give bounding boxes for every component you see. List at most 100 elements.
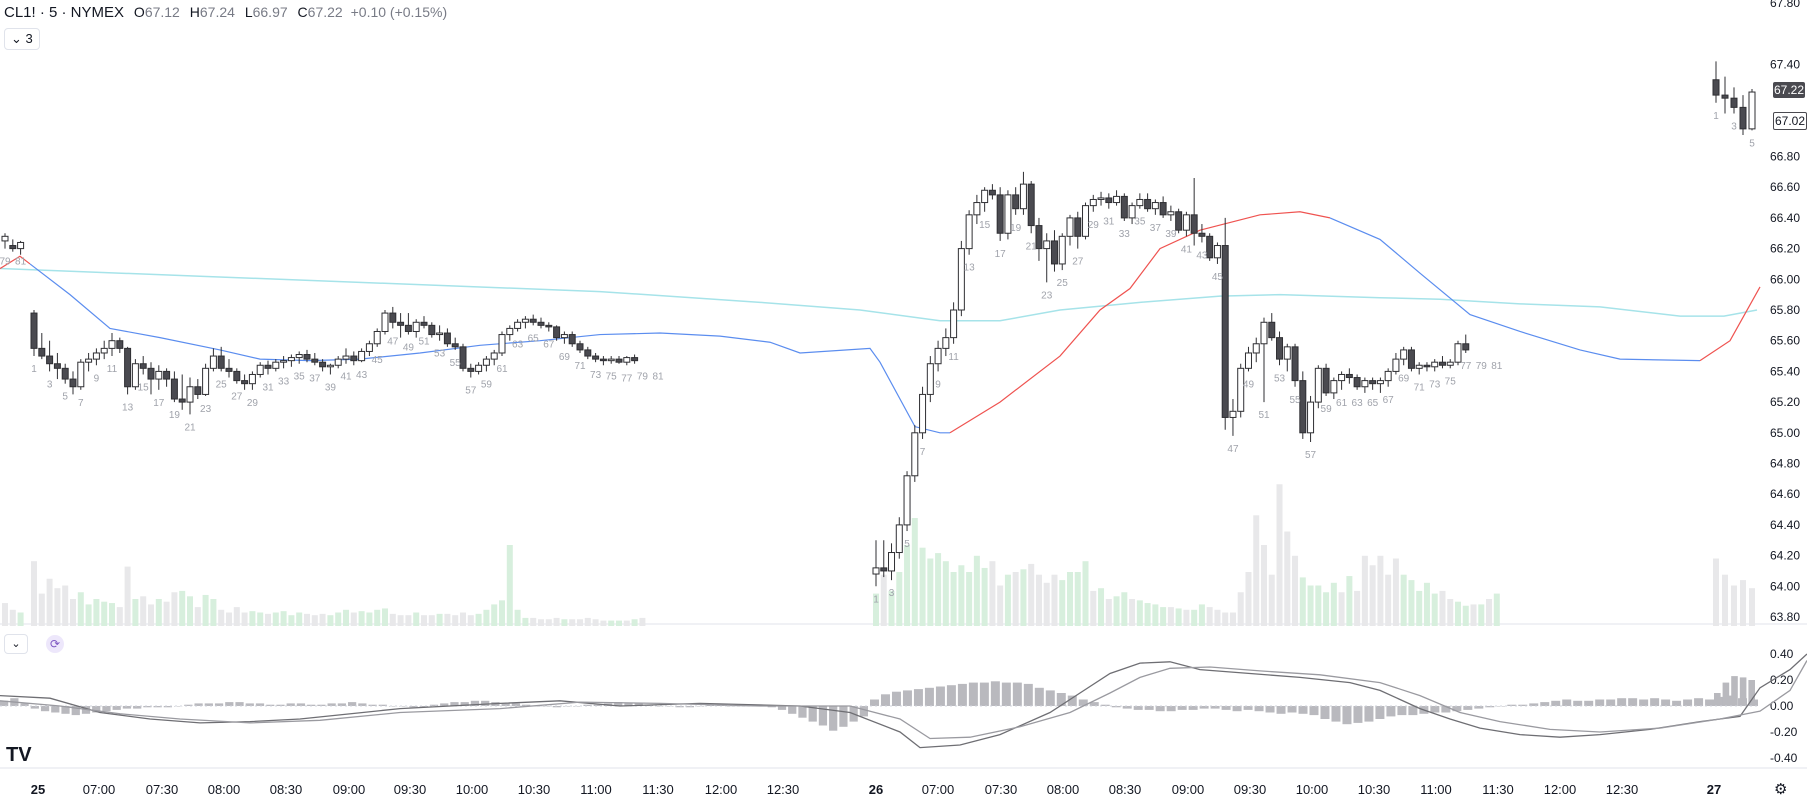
bar-count-label: 47 bbox=[1227, 444, 1239, 455]
symbol-title[interactable]: CL1! · 5 · NYMEX bbox=[4, 4, 125, 21]
volume-bar bbox=[1455, 601, 1461, 626]
volume-bar bbox=[374, 609, 381, 626]
ema-line bbox=[949, 211, 1331, 434]
change-value: +0.10 (+0.15%) bbox=[350, 4, 448, 20]
bar-count-label: 5 bbox=[904, 539, 910, 550]
time-tick-label: 08:00 bbox=[208, 782, 241, 797]
macd-histogram-bar bbox=[1452, 706, 1462, 712]
gear-icon[interactable]: ⚙ bbox=[1774, 781, 1788, 798]
bar-count-label: 41 bbox=[1181, 244, 1193, 255]
bar-count-label: 23 bbox=[1041, 290, 1053, 301]
volume-bar bbox=[1323, 592, 1330, 626]
bar-count-label: 29 bbox=[1088, 220, 1100, 231]
macd-histogram-bar bbox=[1089, 702, 1099, 706]
volume-bar bbox=[1292, 555, 1299, 626]
volume-bar bbox=[491, 604, 498, 626]
candle-body bbox=[1423, 364, 1431, 368]
macd-histogram-bar bbox=[1474, 706, 1484, 709]
macd-histogram-bar bbox=[511, 703, 520, 706]
bar-count-label: 5 bbox=[1749, 138, 1755, 149]
candle-body bbox=[69, 378, 77, 388]
time-tick-label: 12:30 bbox=[767, 782, 800, 797]
candle-body bbox=[311, 358, 319, 363]
bar-count-label: 25 bbox=[1057, 278, 1069, 289]
volume-bar bbox=[1439, 590, 1446, 626]
candle-body bbox=[1454, 343, 1462, 363]
macd-histogram-bar bbox=[924, 687, 934, 706]
time-tick-label: 08:30 bbox=[1109, 782, 1142, 797]
candle-body bbox=[1050, 240, 1058, 265]
macd-histogram-bar bbox=[184, 704, 193, 706]
macd-histogram-bar bbox=[1441, 706, 1451, 713]
macd-histogram-bar bbox=[61, 706, 70, 714]
macd-histogram-bar bbox=[1309, 706, 1319, 716]
candle-body bbox=[420, 321, 428, 326]
candle-body bbox=[272, 361, 280, 369]
macd-histogram-bar bbox=[501, 703, 510, 706]
bar-count-label: 47 bbox=[387, 336, 399, 347]
volume-bar bbox=[584, 617, 591, 626]
candle-body bbox=[1462, 343, 1470, 351]
candle-body bbox=[1144, 198, 1152, 210]
tradingview-logo[interactable]: TV bbox=[6, 744, 32, 766]
sync-icon[interactable]: ⟳ bbox=[46, 635, 64, 653]
price-tick-label: 65.80 bbox=[1770, 303, 1800, 317]
volume-bar bbox=[1713, 558, 1719, 626]
bar-count-label: 33 bbox=[1119, 229, 1131, 240]
candle-body bbox=[607, 358, 615, 362]
macd-collapse-button[interactable]: ⌄ bbox=[4, 634, 28, 654]
volume-bar bbox=[1051, 574, 1058, 626]
bar-count-label: 61 bbox=[496, 364, 508, 375]
candle-body bbox=[1213, 245, 1221, 259]
volume-bar bbox=[93, 599, 100, 626]
volume-bar bbox=[514, 609, 521, 626]
bar-count-label: 67 bbox=[1383, 395, 1395, 406]
macd-histogram-bar bbox=[337, 703, 346, 706]
candle-body bbox=[303, 354, 311, 360]
time-tick-label: 12:00 bbox=[705, 782, 738, 797]
candle-body bbox=[256, 364, 264, 375]
candle-body bbox=[1252, 343, 1260, 354]
price-tick-label: 65.40 bbox=[1770, 364, 1800, 378]
volume-bar bbox=[1346, 576, 1353, 626]
volume-bar bbox=[1361, 555, 1368, 626]
candle-body bbox=[412, 321, 420, 332]
volume-bar bbox=[311, 615, 318, 626]
macd-histogram-bar bbox=[1078, 699, 1088, 706]
volume-bar bbox=[218, 609, 225, 626]
macd-histogram-bar bbox=[1714, 693, 1721, 706]
candle-body bbox=[950, 309, 958, 339]
bar-count-label: 1 bbox=[1713, 111, 1719, 122]
candle-body bbox=[1407, 349, 1415, 369]
bar-count-label: 79 bbox=[637, 372, 649, 383]
macd-histogram-bar bbox=[665, 706, 674, 707]
candle-body bbox=[100, 347, 108, 354]
candle-body bbox=[521, 318, 529, 323]
time-tick-label: 07:30 bbox=[146, 782, 179, 797]
candle-body bbox=[1019, 183, 1027, 210]
indicators-toggle-button[interactable]: ⌄ 3 bbox=[4, 28, 40, 50]
price-tick-label: 66.00 bbox=[1770, 272, 1800, 286]
volume-bar bbox=[1144, 603, 1151, 626]
candle-body bbox=[1082, 205, 1090, 237]
bar-count-label: 67 bbox=[543, 339, 555, 350]
bar-count-label: 79 bbox=[0, 257, 11, 268]
macd-histogram-bar bbox=[409, 706, 418, 708]
volume-bar bbox=[132, 599, 139, 626]
bar-count-label: 81 bbox=[652, 372, 664, 383]
volume-bar bbox=[428, 615, 435, 626]
candle-body bbox=[365, 343, 373, 352]
time-tick-label: 07:00 bbox=[922, 782, 955, 797]
candle-body bbox=[1221, 245, 1229, 418]
volume-bar bbox=[397, 615, 404, 626]
volume-bar bbox=[958, 565, 965, 626]
candle-body bbox=[1190, 214, 1198, 234]
macd-histogram-bar bbox=[979, 682, 989, 706]
volume-bar bbox=[545, 619, 552, 626]
candle-body bbox=[334, 358, 342, 366]
macd-histogram-bar bbox=[470, 700, 480, 706]
candle-body bbox=[1167, 211, 1175, 216]
volume-bar bbox=[1338, 592, 1345, 626]
bar-count-label: 81 bbox=[1491, 361, 1503, 372]
